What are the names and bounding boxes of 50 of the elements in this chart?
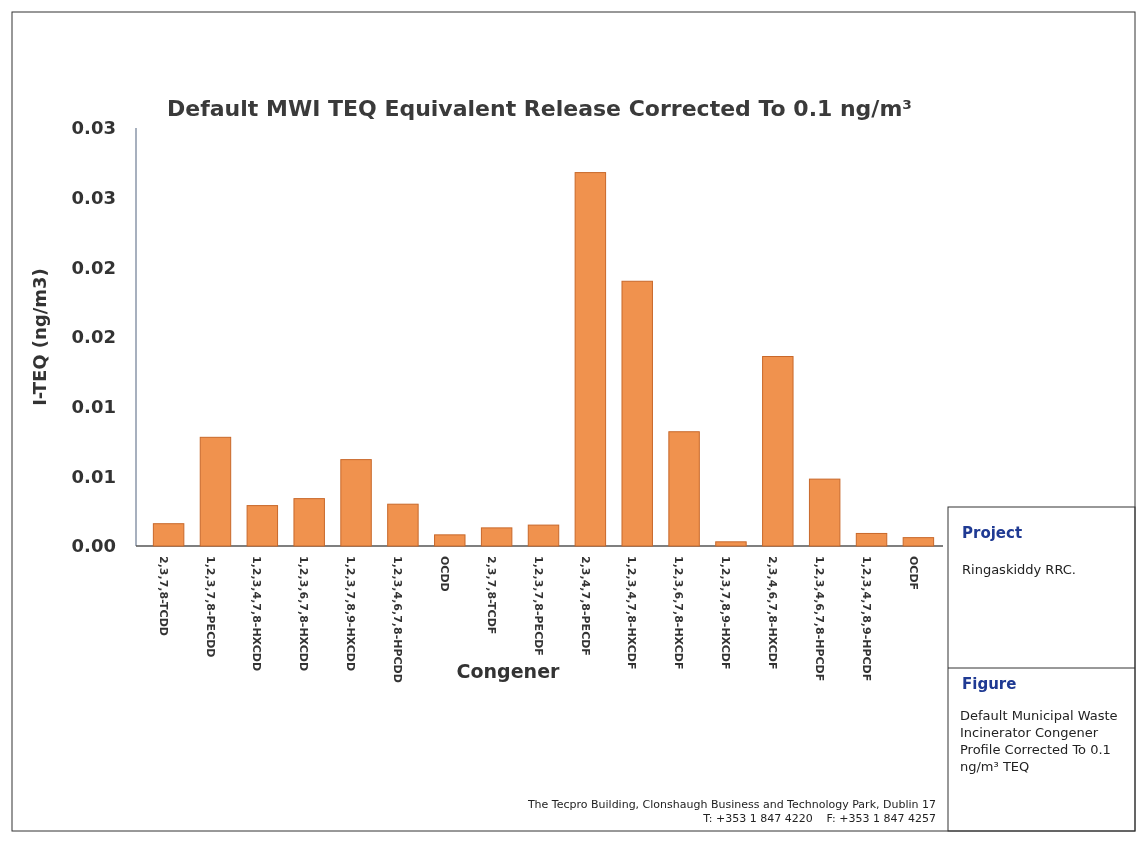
text: Default Municipal Waste Incinerator Congener Profile Corrected To 0.1 ng/m³ TEQ — [960, 708, 1118, 774]
x-tick-label: OCDD — [437, 556, 451, 592]
x-tick-label: 2,3,7,8-TCDF — [484, 556, 498, 635]
bar — [902, 537, 935, 547]
text: Ringaskiddy RRC. — [962, 562, 1076, 577]
bar — [246, 505, 279, 547]
text: Figure — [962, 675, 1017, 693]
bar — [808, 478, 841, 547]
bar — [715, 541, 747, 547]
x-tick-label: 2,3,7,8-TCDD — [156, 556, 170, 636]
bar — [527, 524, 560, 547]
text: The Tecpro Building, Clonshaugh Business and Technology Park, Dublin 17 — [526, 798, 936, 811]
y-tick-label: 0.03 — [71, 117, 116, 139]
x-tick-label: 2,3,4,6,7,8-HXCDF — [765, 556, 779, 670]
x-tick-label: 2,3,4,7,8-PECDF — [578, 556, 592, 656]
bar — [293, 498, 325, 547]
y-tick-label: 0.00 — [71, 535, 116, 557]
x-tick-label: 1,2,3,7,8,9-HXCDD — [344, 556, 358, 672]
bar — [387, 503, 419, 547]
bar — [152, 523, 185, 547]
y-tick-label: 0.02 — [71, 256, 116, 278]
x-tick-label: 1,2,3,6,7,8-HXCDF — [672, 556, 686, 670]
bar — [340, 459, 372, 547]
bar — [668, 431, 700, 547]
y-tick-label: 0.01 — [71, 465, 116, 487]
x-axis-title: Congener — [456, 660, 561, 682]
bar — [621, 280, 653, 547]
text: Project — [962, 524, 1023, 542]
x-tick-label: 1,2,3,7,8-PECDD — [203, 556, 217, 658]
x-tick-label: 1,2,3,4,7,8-HXCDD — [250, 556, 264, 672]
x-tick-label: 1,2,3,4,6,7,8-HPCDD — [391, 556, 405, 683]
bar — [199, 436, 232, 547]
y-tick-label: 0.02 — [71, 326, 116, 348]
bar — [480, 527, 513, 547]
y-tick-label: 0.03 — [71, 186, 116, 208]
y-axis-title: I-TEQ (ng/m3) — [29, 268, 50, 406]
x-tick-label: 1,2,3,7,8,9-HXCDF — [719, 556, 733, 670]
bar — [574, 172, 607, 547]
bar — [762, 356, 794, 547]
y-tick-label: 0.01 — [71, 395, 116, 417]
bar — [855, 532, 888, 547]
bar — [434, 534, 466, 547]
x-tick-label: 1,2,3,6,7,8-HXCDD — [297, 556, 311, 672]
x-tick-label: 1,2,3,4,7,8-HXCDF — [625, 556, 639, 670]
x-tick-label: 1,2,3,7,8-PECDF — [531, 556, 545, 656]
x-tick-label: OCDF — [906, 556, 920, 591]
text: T: +353 1 847 4220 F: +353 1 847 4257 — [702, 812, 936, 825]
x-tick-label: 1,2,3,4,6,7,8-HPCDF — [812, 556, 826, 682]
x-tick-label: 1,2,3,4,7,8,9-HPCDF — [859, 556, 873, 682]
chart-title: Default MWI TEQ Equivalent Release Corrected To 0.1 ng/m³ — [167, 96, 912, 121]
